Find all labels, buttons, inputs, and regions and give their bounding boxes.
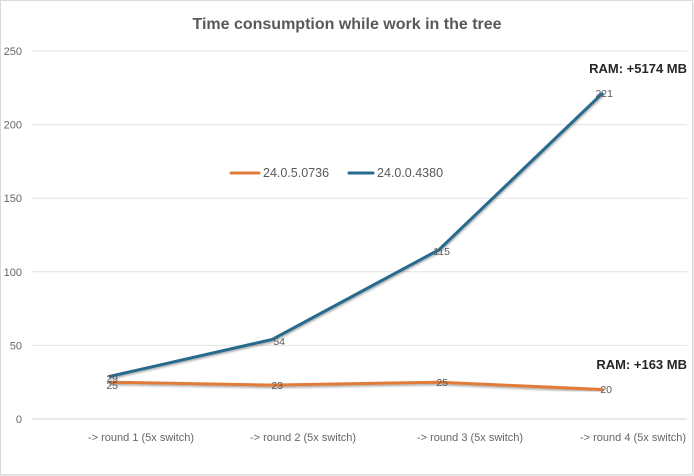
svg-text:150: 150 [4,193,22,205]
svg-text:-> round 3 (5x switch): -> round 3 (5x switch) [417,432,523,444]
svg-text:24.0.5.0736: 24.0.5.0736 [263,166,329,180]
svg-text:50: 50 [10,340,22,352]
svg-text:221: 221 [595,88,613,100]
svg-text:-> round 4 (5x switch): -> round 4 (5x switch) [580,432,686,444]
svg-text:250: 250 [4,46,22,58]
svg-text:200: 200 [4,120,22,132]
svg-text:23: 23 [271,380,283,392]
svg-text:115: 115 [433,246,450,258]
svg-text:-> round 2 (5x switch): -> round 2 (5x switch) [250,432,356,444]
svg-text:29: 29 [106,373,118,385]
svg-text:24.0.0.4380: 24.0.0.4380 [377,166,443,180]
svg-text:25: 25 [436,377,448,389]
svg-text:RAM: +5174 MB: RAM: +5174 MB [589,61,687,76]
svg-text:20: 20 [600,384,612,396]
svg-text:54: 54 [273,336,285,348]
svg-text:RAM: +163 MB: RAM: +163 MB [596,357,687,372]
svg-text:100: 100 [4,267,22,279]
svg-text:-> round 1 (5x switch): -> round 1 (5x switch) [88,432,194,444]
svg-text:0: 0 [16,414,22,426]
